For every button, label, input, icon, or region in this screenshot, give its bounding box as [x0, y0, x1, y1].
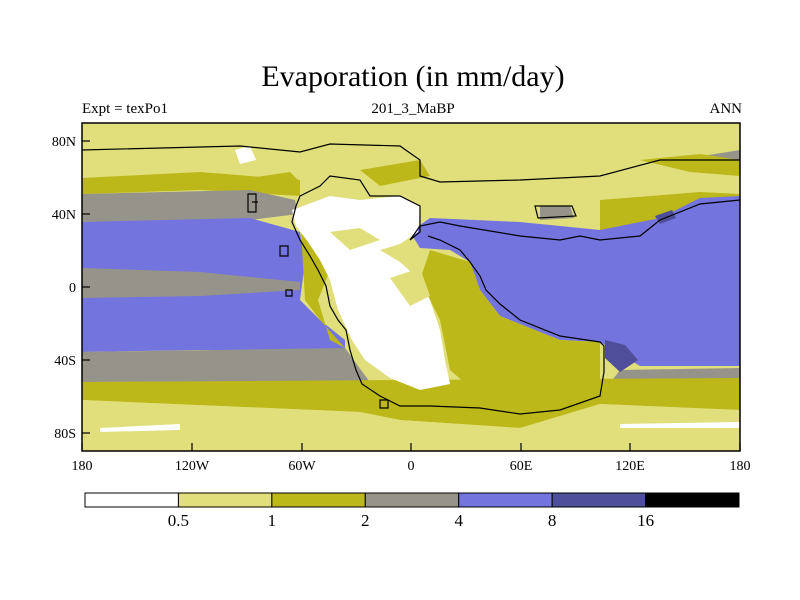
deep-blue-patch-south: [605, 340, 638, 372]
south-white-strip-1: [100, 424, 180, 432]
lon-label-120e: 120E: [615, 459, 645, 474]
lon-label-60e: 60E: [510, 459, 533, 474]
legend-level-label: 2: [361, 511, 370, 530]
plot-title: Evaporation (in mm/day): [261, 60, 565, 93]
south-pale-band: [82, 400, 740, 451]
legend-swatch: [271, 492, 366, 508]
legend-level-label: 1: [268, 511, 277, 530]
legend-level-label: 16: [637, 511, 654, 530]
nw-coast-rim: [250, 172, 300, 188]
legend-swatch: [458, 492, 553, 508]
arctic-white-patch: [235, 146, 256, 164]
island-outlines: [247, 193, 293, 297]
inland-sea-outline: [534, 205, 577, 219]
north-pacific-grey: [82, 190, 298, 222]
north-coast-rim: [360, 160, 430, 186]
south-island-outline: [379, 399, 389, 409]
lon-axis: 180 120W 60W 0 60E 120E 180: [72, 443, 751, 474]
color-legend: 0.5 1 2 4 8 16: [84, 492, 740, 530]
map-field: [82, 123, 740, 451]
lon-label-180e: 180: [730, 459, 751, 474]
south-olive-band: [82, 378, 740, 428]
legend-swatch: [364, 492, 460, 508]
lon-label-0: 0: [408, 459, 415, 474]
lat-label-80s: 80S: [54, 427, 76, 442]
legend-swatch: [551, 492, 647, 508]
coastline: [82, 143, 740, 415]
dry-interior: [292, 196, 450, 390]
season-label: ANN: [709, 101, 743, 117]
legend-swatch: [645, 492, 740, 508]
east-coast-rim: [420, 250, 600, 396]
legend-swatch: [84, 492, 179, 508]
north-pacific-band: [82, 172, 300, 196]
south-white-strip-2: [620, 422, 740, 428]
equatorial-grey: [82, 268, 300, 298]
lon-label-60w: 60W: [288, 459, 316, 474]
legend-level-label: 8: [548, 511, 557, 530]
lat-label-80n: 80N: [52, 135, 76, 150]
eastern-ocean: [410, 196, 740, 366]
legend-swatch: [177, 492, 273, 508]
time-label: 201_3_MaBP: [371, 101, 455, 117]
lat-label-0: 0: [69, 281, 76, 296]
lon-label-120w: 120W: [175, 459, 210, 474]
legend-level-label: 0.5: [168, 511, 189, 530]
experiment-label: Expt = texPo1: [82, 101, 168, 117]
interior-pale-patch-2: [330, 228, 380, 250]
lon-label-180w: 180: [72, 459, 93, 474]
lat-axis: 80N 40N 0 40S 80S: [52, 135, 90, 442]
lat-label-40s: 40S: [54, 354, 76, 369]
legend-level-label: 4: [454, 511, 463, 530]
lat-label-40n: 40N: [52, 208, 76, 223]
interior-pale-patch: [390, 268, 430, 306]
